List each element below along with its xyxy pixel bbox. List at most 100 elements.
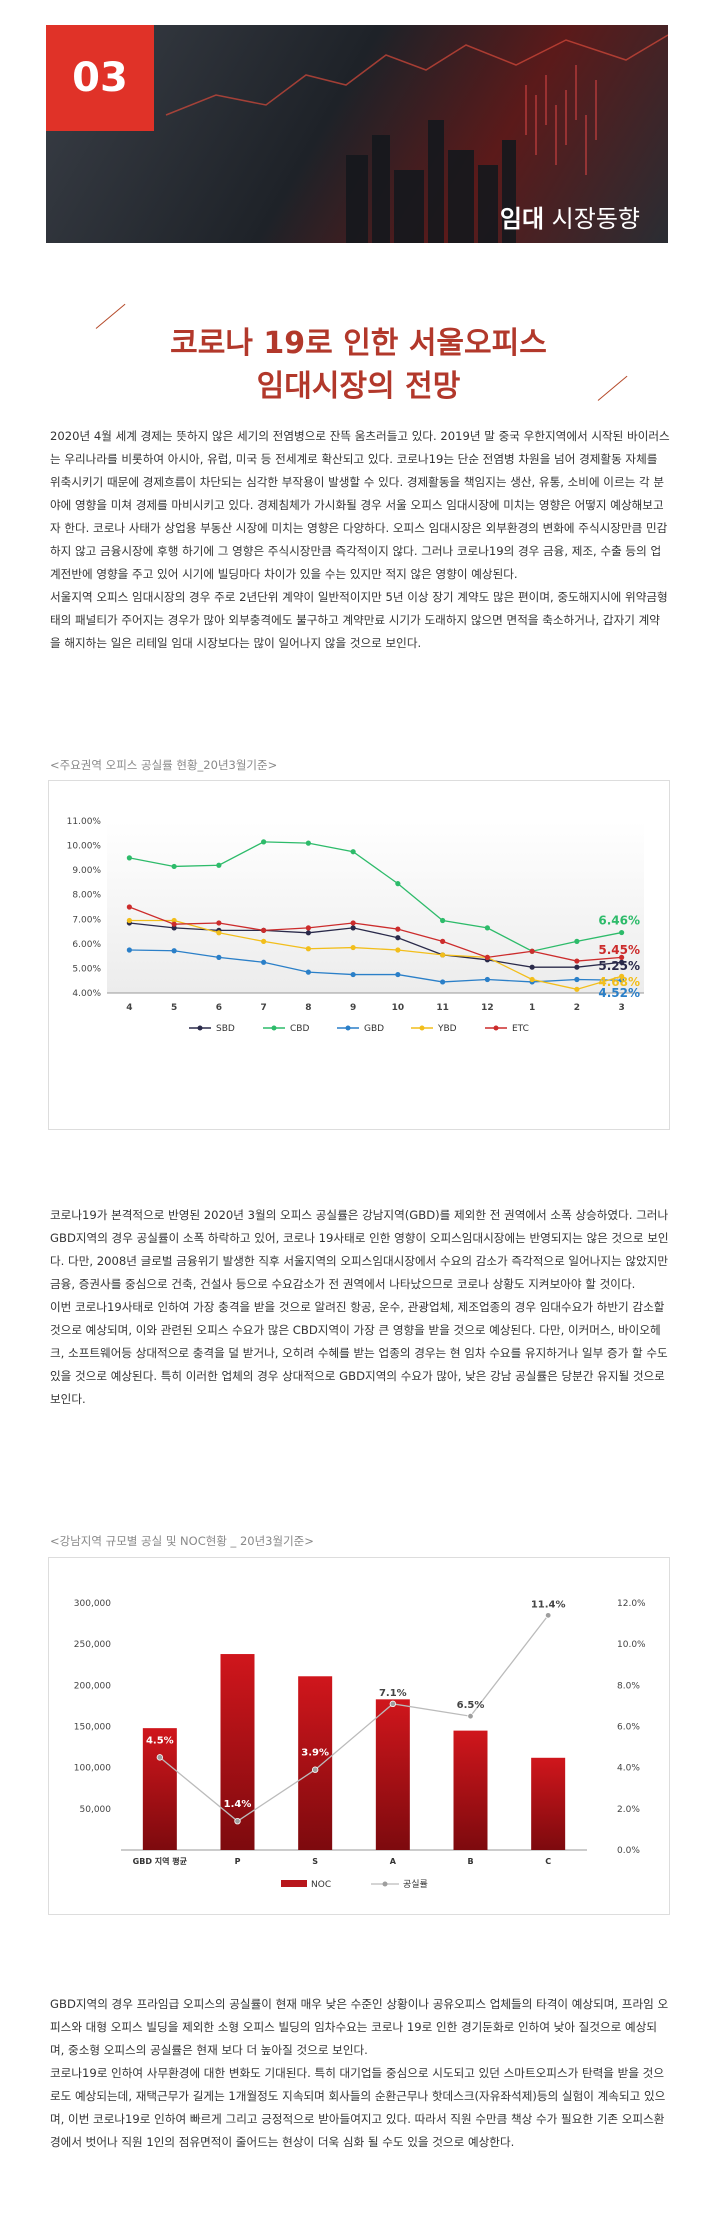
- x-tick-label: 1: [529, 1003, 535, 1013]
- left-y-tick-label: 200,000: [74, 1681, 111, 1691]
- series-line-sbd: [129, 922, 622, 968]
- data-point-gbd: [305, 969, 311, 975]
- vacancy-rate-label: 6.5%: [457, 1700, 485, 1711]
- chart1-caption: <주요권역 오피스 공실률 현황_20년3월기준>: [50, 758, 278, 772]
- data-point-etc: [484, 954, 490, 960]
- data-point-etc: [350, 920, 356, 926]
- intro-paragraph-2: 서울지역 오피스 임대시장의 경우 주로 2년단위 계약이 일반적이지만 5년 …: [50, 590, 668, 650]
- vacancy-rate-label: 11.4%: [531, 1599, 566, 1610]
- noc-bar: [298, 1676, 333, 1850]
- data-point-ybd: [216, 930, 222, 936]
- left-y-tick-label: 250,000: [74, 1640, 111, 1650]
- left-y-tick-label: 150,000: [74, 1723, 111, 1733]
- legend-label: 공실률: [403, 1879, 428, 1890]
- banner-cityscape: [165, 34, 668, 243]
- data-point-etc: [529, 948, 535, 954]
- analysis-paragraph-1: 코로나19가 본격적으로 반영된 2020년 3월의 오피스 공실률은 강남지역…: [50, 1208, 669, 1291]
- data-point-sbd: [350, 925, 356, 931]
- y-tick-label: 10.00%: [67, 842, 102, 852]
- legend-label: CBD: [290, 1024, 309, 1034]
- data-point-cbd: [305, 840, 311, 846]
- x-tick-label: 3: [618, 1003, 624, 1013]
- noc-bar: [142, 1728, 177, 1850]
- legend-marker: [271, 1025, 277, 1031]
- y-tick-label: 4.00%: [72, 989, 101, 999]
- noc-bar-chart-svg: 300,000 250,000 200,000 150,000 100,000 50,00…: [74, 1599, 646, 1890]
- data-point-sbd: [305, 930, 311, 936]
- noc-bar: [453, 1730, 488, 1850]
- data-point-ybd: [395, 947, 401, 953]
- data-point-gbd: [126, 947, 132, 953]
- right-y-tick-label: 4.0%: [617, 1764, 640, 1774]
- data-point-ybd: [350, 944, 356, 951]
- series-line-ybd: [129, 919, 622, 990]
- x-tick-label: GBD 지역 평균: [133, 1856, 188, 1866]
- x-tick-label: 7: [260, 1003, 266, 1013]
- article-title: 코로나 19로 인한 서울오피스 임대시장의 전망: [0, 322, 717, 408]
- vacancy-rate-point: [234, 1817, 241, 1825]
- data-point-etc: [171, 921, 177, 927]
- legend-label: SBD: [216, 1024, 235, 1034]
- legend-marker: [493, 1025, 499, 1031]
- analysis-paragraph-2: 이번 코로나19사태로 인하여 가장 충격을 받을 것으로 알려진 항공, 운수…: [50, 1300, 668, 1406]
- x-tick-label: 8: [305, 1003, 311, 1013]
- right-y-tick-label: 6.0%: [617, 1723, 640, 1733]
- data-point-gbd: [350, 971, 356, 978]
- data-point-cbd: [261, 839, 267, 845]
- chart2-caption: <강남지역 규모별 공실 및 NOC현황 _ 20년3월기준>: [50, 1534, 314, 1548]
- noc-bar-chart: 300,000 250,000 200,000 150,000 100,000 50,00…: [48, 1557, 670, 1915]
- data-point-gbd: [440, 979, 446, 985]
- x-tick-label: 10: [392, 1003, 405, 1013]
- x-tick-label: 5: [171, 1003, 177, 1013]
- title-line-2: 임대시장의 전망: [256, 369, 461, 404]
- x-tick-label: 2: [574, 1003, 580, 1013]
- right-y-tick-label: 2.0%: [617, 1805, 640, 1815]
- y-tick-label: 5.00%: [72, 964, 101, 974]
- legend-label: NOC: [311, 1880, 331, 1890]
- data-point-sbd: [529, 964, 535, 970]
- vacancy-line-chart-svg: 4.00% 5.00% 6.00% 7.00% 8.00% 9.00% 10.00% 11.0…: [67, 817, 644, 1034]
- intro-text: 2020년 4월 세계 경제는 뜻하지 않은 세기의 전염병으로 잔뜩 움츠러들…: [50, 425, 670, 655]
- x-tick-label: A: [390, 1857, 397, 1866]
- y-tick-label: 9.00%: [72, 866, 101, 876]
- data-point-cbd: [440, 917, 446, 924]
- analysis-text: 코로나19가 본격적으로 반영된 2020년 3월의 오피스 공실률은 강남지역…: [50, 1204, 670, 1411]
- data-point-gbd: [216, 954, 222, 960]
- vacancy-rate-point: [156, 1754, 164, 1761]
- legend-marker: [345, 1025, 351, 1031]
- data-point-gbd: [171, 948, 177, 954]
- vacancy-rate-label: 4.5%: [146, 1735, 174, 1746]
- legend-marker: [419, 1025, 425, 1031]
- intro-paragraph-1: 2020년 4월 세계 경제는 뜻하지 않은 세기의 전염병으로 잔뜩 움츠러들…: [50, 429, 670, 581]
- noc-bar: [375, 1699, 410, 1850]
- title-line-1: 코로나 19로 인한 서울오피스: [170, 326, 547, 361]
- data-point-etc: [261, 927, 267, 933]
- y-tick-label: 11.00%: [67, 817, 102, 827]
- vacancy-rate-label: 3.9%: [301, 1748, 329, 1759]
- data-point-sbd: [171, 925, 177, 931]
- section-banner: 03 임대 시장동향: [46, 25, 668, 243]
- data-point-sbd: [574, 964, 580, 970]
- data-point-cbd: [126, 855, 132, 861]
- data-point-ybd: [529, 976, 535, 983]
- chart1-plot-area: [107, 821, 644, 993]
- legend-swatch-noc: [281, 1880, 307, 1887]
- data-point-ybd: [305, 946, 311, 952]
- series-line-cbd: [129, 841, 622, 952]
- x-tick-label: 12: [481, 1003, 494, 1013]
- legend-label: YBD: [437, 1024, 457, 1034]
- right-y-tick-label: 8.0%: [617, 1681, 640, 1691]
- vacancy-rate-point: [544, 1612, 552, 1619]
- end-value-label: 4.68%: [598, 975, 640, 989]
- y-tick-label: 6.00%: [72, 940, 101, 950]
- vacancy-rate-label: 7.1%: [379, 1688, 407, 1699]
- data-point-etc: [126, 904, 132, 910]
- x-tick-label: 6: [216, 1003, 222, 1013]
- section-number: 03: [46, 25, 154, 131]
- end-value-label: 5.25%: [598, 959, 640, 973]
- left-y-tick-label: 300,000: [74, 1599, 111, 1609]
- section-title-bold: 임대: [499, 205, 545, 233]
- right-y-tick-label: 0.0%: [617, 1846, 640, 1856]
- data-point-cbd: [171, 863, 177, 870]
- right-y-tick-label: 12.0%: [617, 1599, 646, 1609]
